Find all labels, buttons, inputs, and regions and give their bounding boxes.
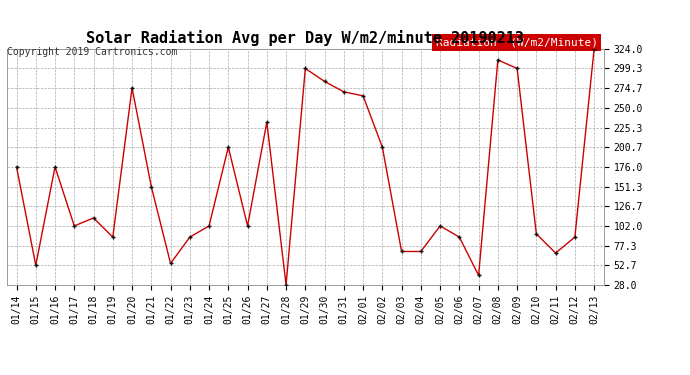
- Text: Copyright 2019 Cartronics.com: Copyright 2019 Cartronics.com: [7, 47, 177, 57]
- Title: Solar Radiation Avg per Day W/m2/minute 20190213: Solar Radiation Avg per Day W/m2/minute …: [86, 30, 524, 46]
- Text: Radiation  (W/m2/Minute): Radiation (W/m2/Minute): [436, 38, 598, 48]
